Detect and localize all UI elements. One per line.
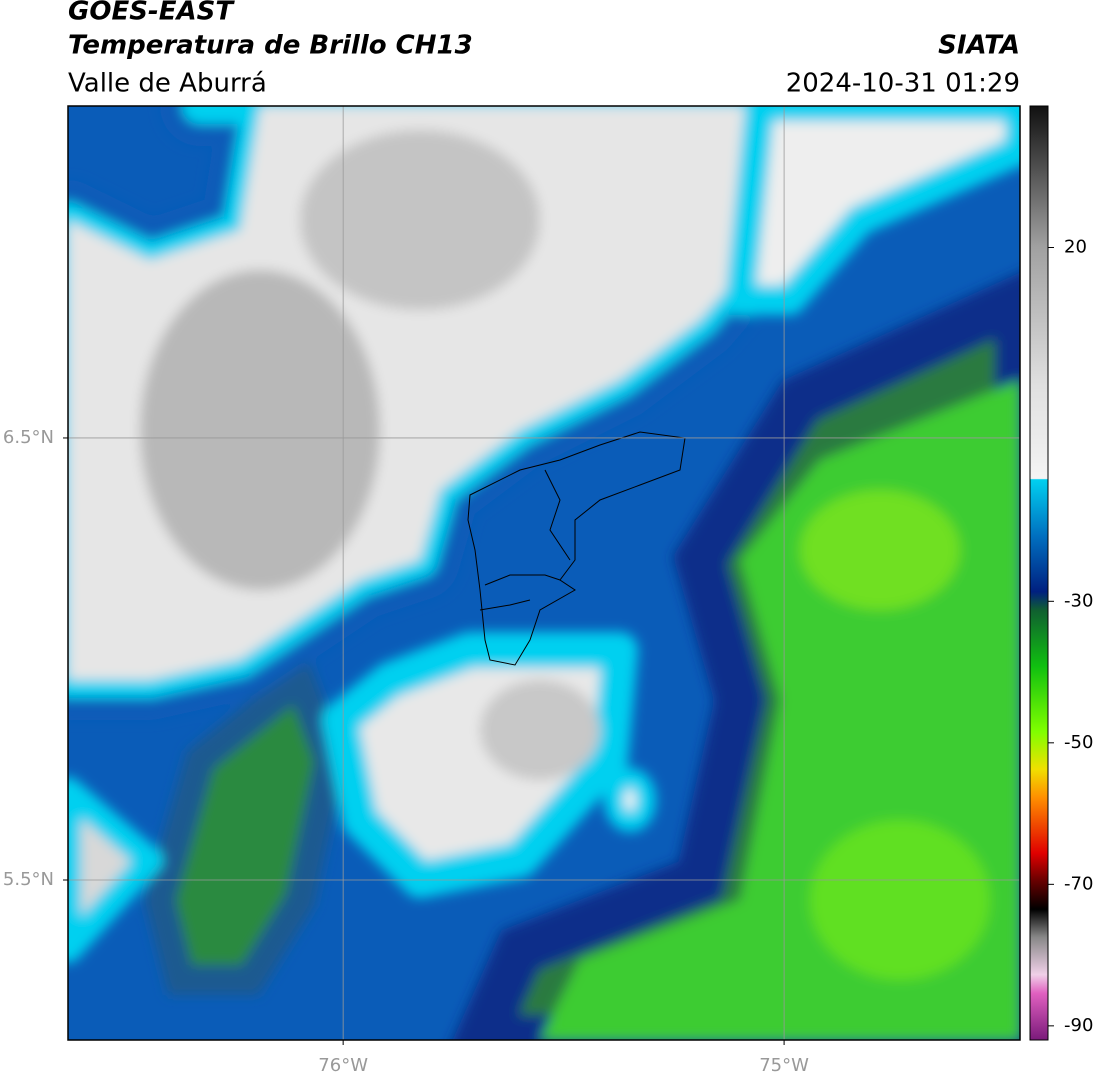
y-tick-label: 5.5°N — [3, 869, 54, 890]
satellite-image — [68, 106, 1020, 1040]
y-tick-label: 6.5°N — [3, 427, 54, 448]
colorbar-tick-label: 20 — [1064, 237, 1087, 258]
subtitle: Temperatura de Brillo CH13 — [68, 31, 473, 61]
colorbar-tick-label: -70 — [1064, 873, 1093, 894]
x-tick-label: 76°W — [318, 1055, 368, 1076]
timestamp: 2024-10-31 01:29 — [786, 69, 1020, 99]
x-tick-label: 75°W — [759, 1055, 809, 1076]
title: GOES-EAST — [68, 0, 235, 27]
region: Valle de Aburrá — [68, 69, 267, 99]
source: SIATA — [938, 31, 1020, 61]
colorbar — [1029, 105, 1049, 1041]
colorbar-tick-label: -50 — [1064, 732, 1093, 753]
colorbar-tick-label: -90 — [1064, 1015, 1093, 1036]
valley-outline — [467, 431, 686, 666]
map-frame — [67, 105, 1021, 1041]
colorbar-tick-label: -30 — [1064, 590, 1093, 611]
